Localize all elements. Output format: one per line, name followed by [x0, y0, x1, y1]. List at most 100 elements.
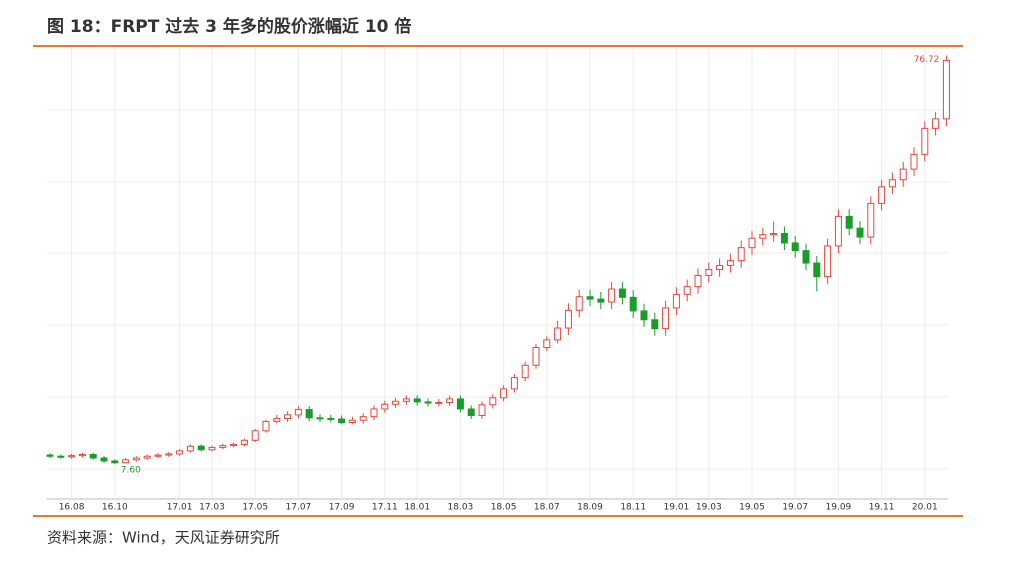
candle-body — [402, 398, 410, 402]
candle-body — [575, 296, 583, 311]
candle-body — [89, 453, 97, 459]
candle-body — [921, 127, 929, 155]
candle-body — [197, 445, 205, 451]
candle-body — [629, 296, 637, 312]
candle-body — [154, 454, 162, 457]
candle-body — [111, 460, 119, 464]
x-tick-label: 17.01 — [167, 503, 193, 513]
candle-body — [132, 457, 140, 461]
x-tick-label: 19.05 — [739, 503, 765, 513]
candle-body — [348, 419, 356, 424]
candle-body — [435, 401, 443, 404]
x-tick-label: 17.07 — [286, 503, 312, 513]
candle-body — [867, 202, 875, 238]
candle-body — [770, 233, 778, 236]
candle-body — [327, 417, 335, 420]
candle-body — [672, 293, 680, 309]
x-tick-label: 18.01 — [404, 503, 430, 513]
candle-body — [316, 417, 324, 420]
candle-body — [932, 118, 940, 129]
x-tick-label: 16.08 — [59, 503, 85, 513]
x-tick-label: 19.01 — [664, 503, 690, 513]
candle-body — [942, 59, 950, 120]
candle-body — [489, 397, 497, 406]
candle-body — [780, 233, 788, 244]
candle-body — [586, 296, 594, 300]
candle-body — [219, 445, 227, 448]
candle-body — [284, 414, 292, 419]
candle-body — [46, 454, 54, 457]
value-label: 7.60 — [121, 465, 141, 475]
candle-body — [294, 409, 302, 416]
candle-body — [532, 347, 540, 366]
candle-body — [813, 262, 821, 278]
x-tick-label: 19.07 — [782, 503, 808, 513]
candle-body — [413, 398, 421, 403]
x-tick-label: 18.07 — [534, 503, 560, 513]
x-tick-label: 18.03 — [448, 503, 474, 513]
candle-body — [338, 418, 346, 424]
candle-body — [240, 439, 248, 445]
candle-body — [726, 260, 734, 266]
candle-body — [845, 215, 853, 229]
h-grid — [47, 109, 948, 470]
candle-body — [370, 408, 378, 418]
x-tick-label: 16.10 — [102, 503, 128, 513]
candle-body — [888, 179, 896, 188]
x-tick-label: 17.03 — [199, 503, 225, 513]
candle-body — [78, 453, 86, 457]
candle-body — [608, 288, 616, 303]
candle-body — [683, 286, 691, 295]
candle-body — [424, 401, 432, 404]
candle-body — [737, 247, 745, 262]
x-tick-label: 19.03 — [696, 503, 722, 513]
candle-body — [467, 408, 475, 416]
candle-body — [554, 327, 562, 341]
x-tick-label: 20.01 — [912, 503, 938, 513]
x-tick-label: 18.09 — [577, 503, 603, 513]
x-tick-label: 17.11 — [372, 503, 398, 513]
candle-body — [705, 269, 713, 276]
candle-body — [834, 215, 842, 247]
candle-body — [456, 398, 464, 410]
candle-body — [251, 430, 259, 441]
x-tick-label: 18.11 — [620, 503, 646, 513]
x-tick-label: 18.05 — [491, 503, 517, 513]
x-tick-label: 17.05 — [242, 503, 268, 513]
x-tick-label: 19.11 — [869, 503, 895, 513]
candle-body — [57, 455, 65, 458]
candle-body — [651, 319, 659, 330]
candle-body — [716, 264, 724, 271]
candle-body — [759, 234, 767, 239]
candle-body — [662, 307, 670, 330]
candle-body — [521, 364, 529, 379]
x-tick-label: 19.09 — [826, 503, 852, 513]
chart-title: 图 18：FRPT 过去 3 年多的股价涨幅近 10 倍 — [47, 16, 411, 37]
candle-body — [510, 377, 518, 390]
source-note: 资料来源：Wind，天风证券研究所 — [47, 529, 280, 547]
candle-body — [165, 453, 173, 456]
value-label: 76.72 — [914, 55, 940, 65]
candle-body — [208, 446, 216, 451]
candle-body — [186, 445, 194, 452]
candle-body — [878, 186, 886, 204]
candle-body — [694, 274, 702, 288]
candle-body — [899, 168, 907, 181]
candle-body — [262, 420, 270, 432]
candle-body — [791, 242, 799, 252]
x-tick-label: 17.09 — [329, 503, 355, 513]
candle-body — [824, 245, 832, 278]
candle-body — [305, 409, 313, 419]
candle-body — [359, 416, 367, 421]
candle-body — [748, 237, 756, 249]
candle-body — [543, 339, 551, 349]
candle-body — [856, 227, 864, 238]
candle-body — [176, 450, 184, 455]
candle-body — [500, 388, 508, 399]
candle-body — [122, 459, 130, 464]
candle-body — [392, 400, 400, 405]
candle-body — [802, 250, 810, 264]
candle-body — [910, 153, 918, 170]
candle-body — [68, 455, 76, 458]
